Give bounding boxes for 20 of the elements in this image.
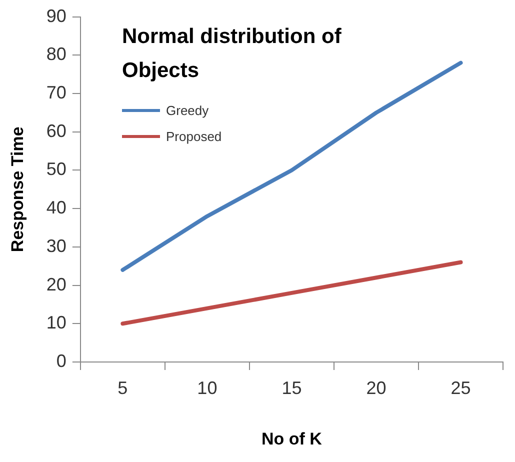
y-axis-title: Response Time [8,126,27,252]
y-tick-label: 30 [46,236,66,256]
y-tick-label: 40 [46,198,66,218]
x-tick-label: 20 [366,378,386,398]
y-tick-label: 20 [46,274,66,294]
y-tick-label: 80 [46,44,66,64]
legend-label: Proposed [166,128,222,144]
y-tick-label: 70 [46,82,66,102]
y-tick-label: 50 [46,159,66,180]
y-tick-label: 0 [56,350,66,371]
legend-label: Greedy [166,102,209,118]
x-tick-label: 5 [118,378,128,398]
x-tick-label: 15 [282,378,302,398]
text: Normal distribution of Objects [122,24,342,84]
y-tick-label: 90 [46,6,66,26]
y-tick-label: 10 [46,312,66,333]
x-tick-label: 25 [450,378,471,398]
x-axis-title: No of K [261,429,323,448]
x-tick-label: 10 [197,378,218,398]
y-tick-label: 60 [46,120,66,141]
